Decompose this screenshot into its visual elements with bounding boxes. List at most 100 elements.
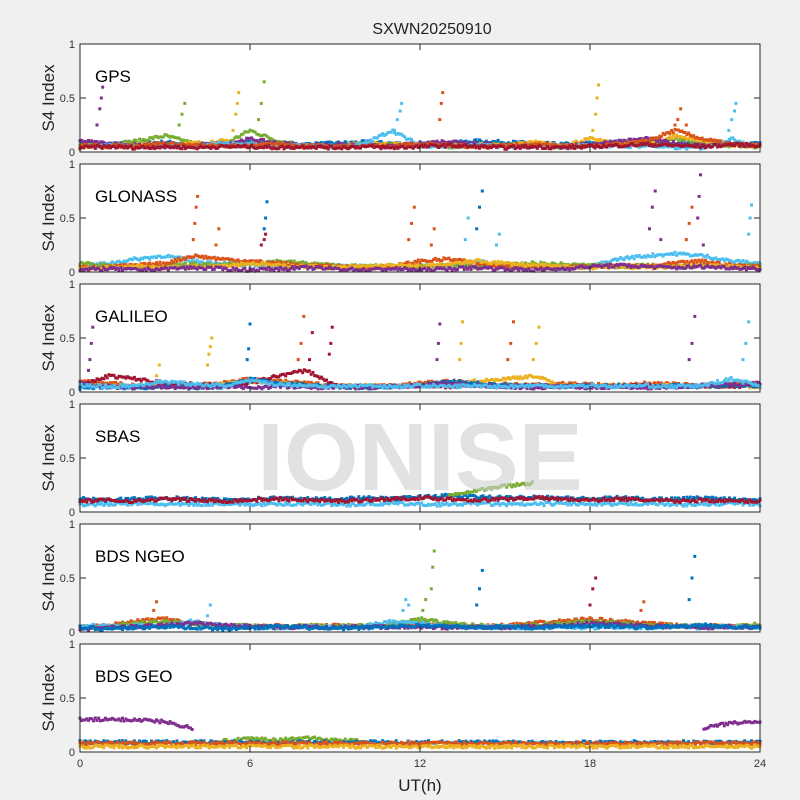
data-point [119,263,123,267]
data-point [750,144,753,148]
data-point [251,129,255,133]
data-point [617,257,621,261]
data-point [457,141,461,145]
data-point [513,144,517,148]
data-point [262,238,266,242]
data-point [202,262,206,266]
data-point [600,146,604,150]
data-point [144,255,148,259]
data-point [165,141,169,145]
data-point [537,144,541,148]
data-point [272,142,276,146]
data-point [625,144,629,148]
data-point [603,140,607,144]
data-point [678,144,682,148]
data-point [510,145,514,148]
data-point [641,255,645,259]
data-point [478,260,481,264]
data-point [267,144,271,148]
data-point [608,143,612,147]
data-point [280,265,284,269]
data-point [248,259,252,263]
data-point [673,135,677,139]
data-point [478,142,481,146]
data-point [127,139,131,143]
data-point [748,142,752,146]
data-point [665,252,668,256]
data-point [357,142,361,146]
data-point [622,138,626,142]
data-point [585,137,589,141]
data-point [236,144,240,147]
data-point [119,266,123,270]
data-point [129,257,133,261]
data-point [668,143,672,147]
data-point [610,141,614,145]
data-point [687,144,691,148]
data-point [345,141,349,145]
data-point [234,259,238,263]
data-point [726,143,730,147]
data-point [699,144,702,148]
data-point [612,144,616,148]
data-point [685,252,689,256]
data-point [566,141,570,145]
data-point [705,253,709,257]
data-point [512,139,515,143]
data-point [413,145,417,149]
data-point [318,145,322,149]
data-point [542,147,546,150]
data-point [687,252,691,256]
data-point [659,253,663,257]
data-point [192,259,196,263]
data-point [750,203,753,207]
data-point [262,80,266,84]
data-point [455,263,459,266]
data-point [189,256,192,259]
data-point [268,146,272,150]
data-point [478,146,481,150]
data-point [359,144,362,148]
data-point [636,143,640,147]
data-point [646,139,650,143]
data-point [279,260,283,264]
data-point [433,143,437,147]
data-point [214,143,218,147]
data-point [663,145,667,149]
data-point [265,141,269,145]
data-point [177,143,181,147]
data-point [185,139,189,142]
data-point [684,123,688,127]
data-point [595,96,599,100]
data-point [177,256,181,260]
data-point [695,145,699,149]
data-point [671,140,675,144]
data-point [275,141,279,145]
data-point [172,146,175,150]
data-point [275,147,279,151]
data-point [219,138,223,142]
data-point [376,143,379,147]
data-point [573,147,577,150]
data-point [656,139,660,143]
data-point [131,258,135,262]
data-point [401,142,405,146]
data-point [679,107,683,111]
data-point [658,145,662,149]
data-point [259,243,263,247]
data-point [253,144,257,148]
data-point [313,146,317,149]
data-point [505,145,509,149]
data-point [425,145,429,149]
data-point [308,145,311,149]
data-point [676,135,680,139]
data-point [163,141,167,145]
data-point [666,145,670,149]
data-point [738,144,742,148]
data-point [631,140,634,143]
data-point [478,138,481,142]
data-point [518,146,522,150]
data-point [454,142,458,146]
data-point [461,265,464,269]
data-point [296,261,300,265]
